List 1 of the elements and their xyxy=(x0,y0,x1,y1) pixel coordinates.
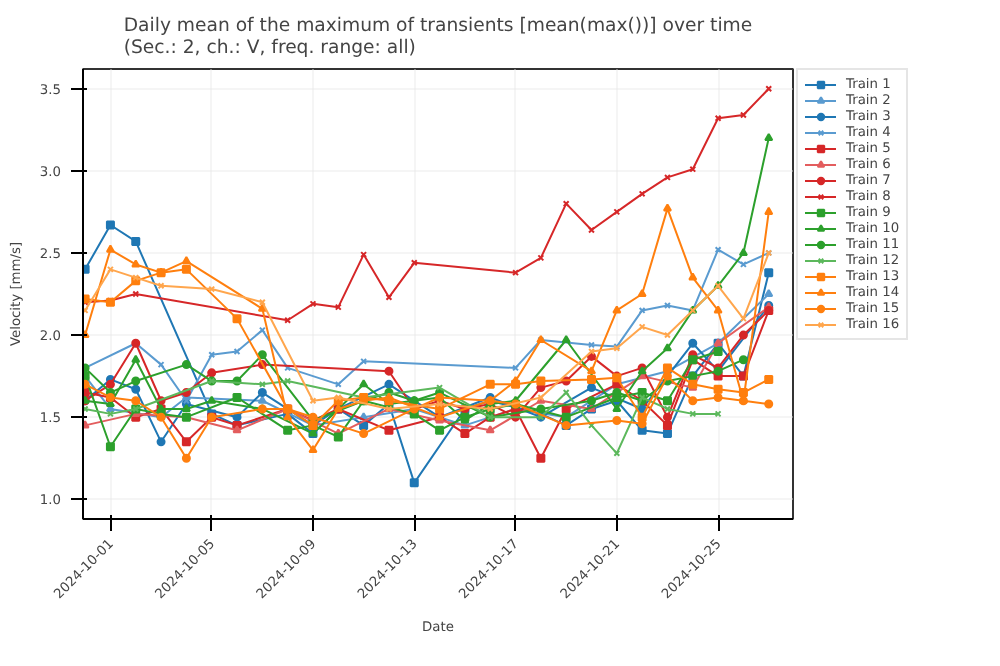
chart-title: Daily mean of the maximum of transients [mean(max())] over time (Sec.: 2, ch.: V, freq. range: all) xyxy=(123,15,753,59)
